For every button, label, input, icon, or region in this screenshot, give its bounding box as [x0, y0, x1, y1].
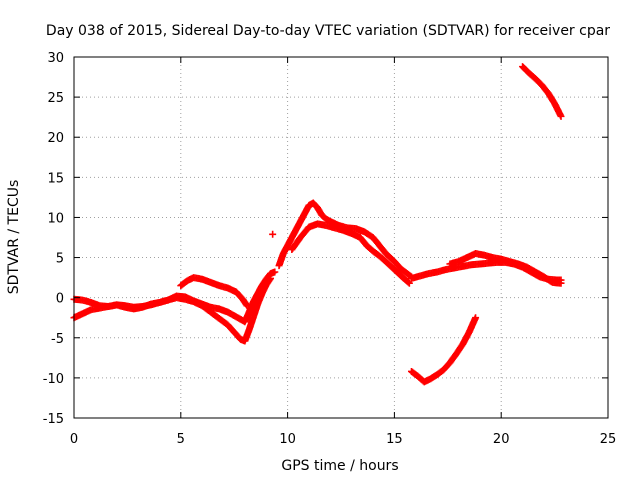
x-tick-label: 15: [386, 432, 403, 447]
y-tick-label: -10: [43, 372, 64, 387]
series-track-e: [275, 199, 415, 281]
grid: [74, 57, 608, 418]
x-tick-label: 10: [279, 432, 296, 447]
x-tick-label: 0: [70, 432, 78, 447]
data-point: [557, 279, 565, 287]
series-track-j: [519, 63, 565, 120]
data-point: [557, 112, 565, 120]
data-point: [271, 268, 279, 276]
plot-frame: [73, 56, 609, 419]
series-track-i: [407, 314, 480, 386]
x-tick-label: 5: [177, 432, 185, 447]
data-point: [472, 314, 480, 322]
y-tick-label: 30: [47, 51, 64, 66]
y-axis-label: SDTVAR / TECUs: [6, 180, 22, 295]
y-tick-label: 0: [56, 292, 64, 307]
data-point: [405, 279, 413, 287]
y-tick-label: 5: [56, 252, 64, 267]
data-point: [243, 302, 251, 310]
series-track-b: [70, 274, 275, 345]
series-track-f: [288, 220, 413, 287]
x-axis-label: GPS time / hours: [281, 458, 398, 474]
y-tick-label: 10: [47, 211, 64, 226]
y-tick-label: 25: [47, 91, 64, 106]
series-track-g: [407, 258, 565, 284]
y-tick-label: -15: [43, 412, 64, 427]
data-point: [404, 278, 412, 286]
chart-title: Day 038 of 2015, Sidereal Day-to-day VTE…: [46, 23, 610, 39]
axis-ticks: [73, 56, 609, 419]
series-track-d: [269, 230, 277, 238]
x-tick-label: 20: [493, 432, 510, 447]
x-tick-label: 25: [600, 432, 617, 447]
data-points: [70, 63, 565, 386]
tick-labels: 0 5 10 15 20 25 -15 -10 -5 0 5 10 15 20 25 30: [43, 51, 617, 447]
data-point: [269, 230, 277, 238]
y-tick-label: 15: [47, 171, 64, 186]
y-tick-label: 20: [47, 131, 64, 146]
series-track-h: [446, 250, 565, 287]
series-track-c: [177, 274, 251, 310]
data-point: [267, 274, 275, 282]
y-tick-label: -5: [51, 332, 64, 347]
